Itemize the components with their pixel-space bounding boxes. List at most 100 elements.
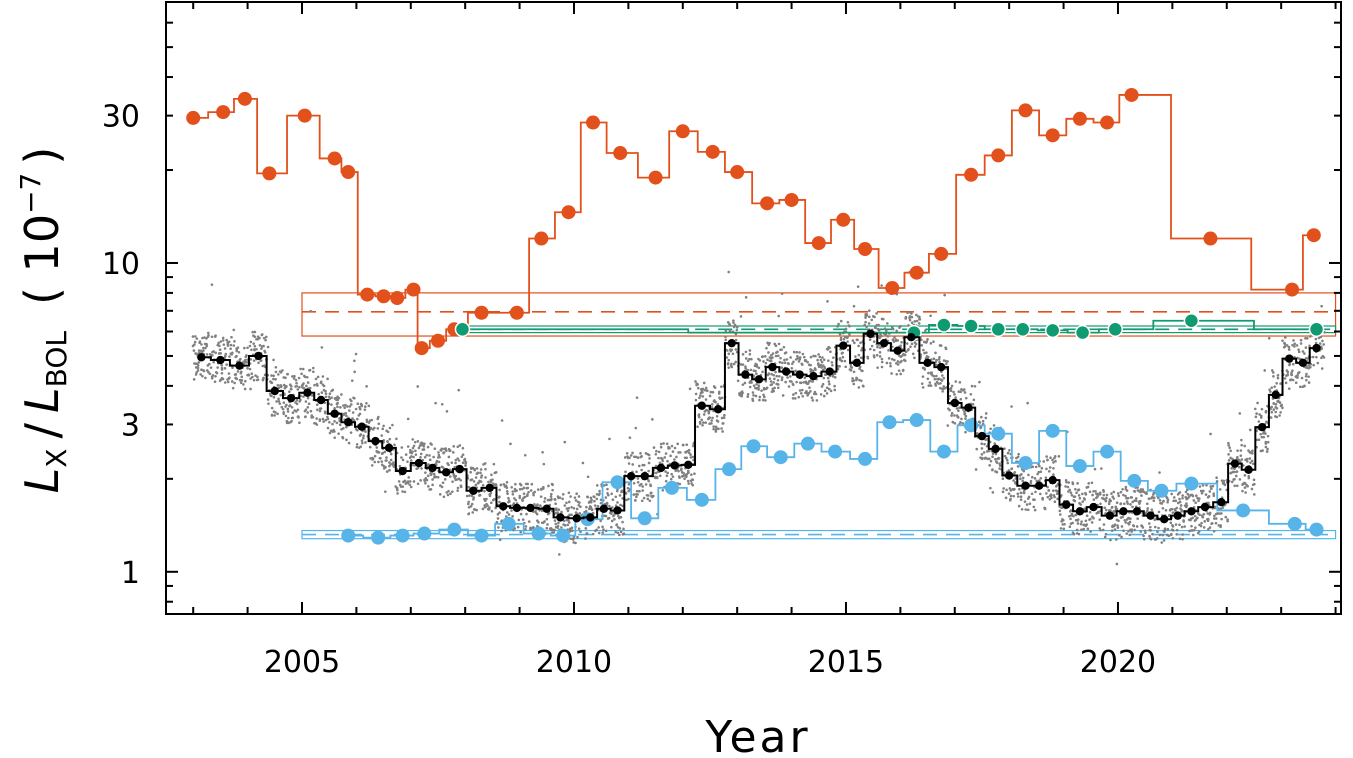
raw-point (221, 377, 225, 381)
raw-point (567, 491, 571, 495)
data-point-blue (664, 480, 679, 495)
raw-point (1105, 493, 1109, 497)
raw-point (428, 458, 432, 462)
raw-point (727, 366, 731, 369)
raw-point (709, 390, 713, 394)
raw-point (614, 495, 618, 499)
raw-point (547, 484, 550, 488)
raw-point (821, 382, 825, 386)
raw-point (893, 358, 896, 362)
raw-point (959, 397, 963, 401)
raw-point (1074, 487, 1077, 491)
raw-point (1149, 537, 1153, 541)
data-point-blue (556, 528, 571, 543)
raw-point (1117, 533, 1121, 537)
raw-point (1134, 497, 1138, 500)
data-point-black (825, 367, 834, 376)
data-point-orange (811, 236, 826, 251)
raw-point (1193, 528, 1196, 532)
raw-point (659, 442, 663, 446)
raw-point (720, 385, 723, 388)
raw-point (710, 403, 714, 406)
raw-point (368, 445, 372, 449)
raw-point (236, 346, 240, 349)
raw-point (1077, 494, 1081, 497)
raw-point (464, 464, 467, 467)
raw-point (963, 412, 966, 416)
raw-point (1270, 410, 1274, 414)
raw-point (1150, 508, 1154, 511)
raw-point (483, 462, 487, 465)
raw-point (868, 338, 872, 341)
data-point-black (1075, 507, 1085, 516)
raw-point (1184, 490, 1188, 494)
raw-point (778, 374, 781, 378)
raw-point (498, 500, 501, 504)
raw-point (1239, 454, 1243, 457)
raw-point (685, 475, 688, 479)
raw-point (288, 390, 291, 394)
raw-point (264, 338, 267, 342)
data-point-blue (773, 450, 788, 465)
raw-point (686, 479, 690, 483)
raw-point (1229, 449, 1232, 453)
raw-point (806, 382, 810, 385)
raw-point (873, 355, 876, 359)
raw-point (972, 398, 976, 402)
raw-point (1054, 459, 1057, 463)
raw-point (1123, 502, 1126, 506)
raw-point (1044, 476, 1048, 479)
raw-point (204, 346, 207, 350)
raw-point (1086, 485, 1090, 489)
raw-point (599, 498, 603, 502)
raw-point (215, 371, 219, 375)
raw-point (648, 457, 651, 460)
raw-point (846, 340, 849, 343)
raw-point (274, 370, 278, 374)
raw-point (318, 418, 322, 421)
raw-point (502, 483, 506, 486)
raw-point (792, 360, 795, 364)
raw-point (1074, 513, 1078, 517)
raw-point (1029, 481, 1033, 485)
raw-point (258, 343, 262, 347)
raw-point (581, 461, 585, 465)
raw-point (437, 460, 441, 464)
raw-point (1255, 412, 1258, 415)
raw-point (1130, 496, 1134, 499)
raw-point (748, 357, 751, 361)
raw-point (852, 379, 855, 382)
raw-point (724, 338, 727, 342)
raw-point (846, 320, 850, 324)
raw-point (1007, 492, 1011, 495)
raw-point (1294, 381, 1298, 385)
raw-point (1152, 499, 1156, 502)
raw-point (202, 369, 206, 373)
raw-point (929, 384, 933, 387)
raw-point (867, 322, 871, 325)
raw-point (447, 463, 450, 467)
raw-point (913, 356, 916, 360)
raw-point (826, 359, 830, 362)
raw-point (196, 366, 200, 370)
raw-point (693, 472, 696, 475)
raw-point (878, 355, 882, 358)
raw-point (685, 456, 689, 460)
raw-point (923, 368, 927, 371)
raw-point (626, 486, 630, 490)
raw-point (297, 376, 301, 380)
raw-point (199, 373, 202, 376)
raw-point (539, 504, 542, 507)
raw-point (360, 439, 364, 442)
raw-point (989, 427, 992, 431)
raw-point (829, 350, 832, 354)
raw-point (275, 400, 278, 403)
y-tick-label: 1 (121, 556, 140, 591)
raw-point (290, 419, 293, 423)
data-point-orange (730, 165, 745, 180)
raw-point (1287, 345, 1291, 349)
raw-point (1151, 532, 1154, 536)
raw-point (251, 375, 254, 379)
raw-point (369, 426, 373, 430)
raw-point (628, 436, 632, 439)
